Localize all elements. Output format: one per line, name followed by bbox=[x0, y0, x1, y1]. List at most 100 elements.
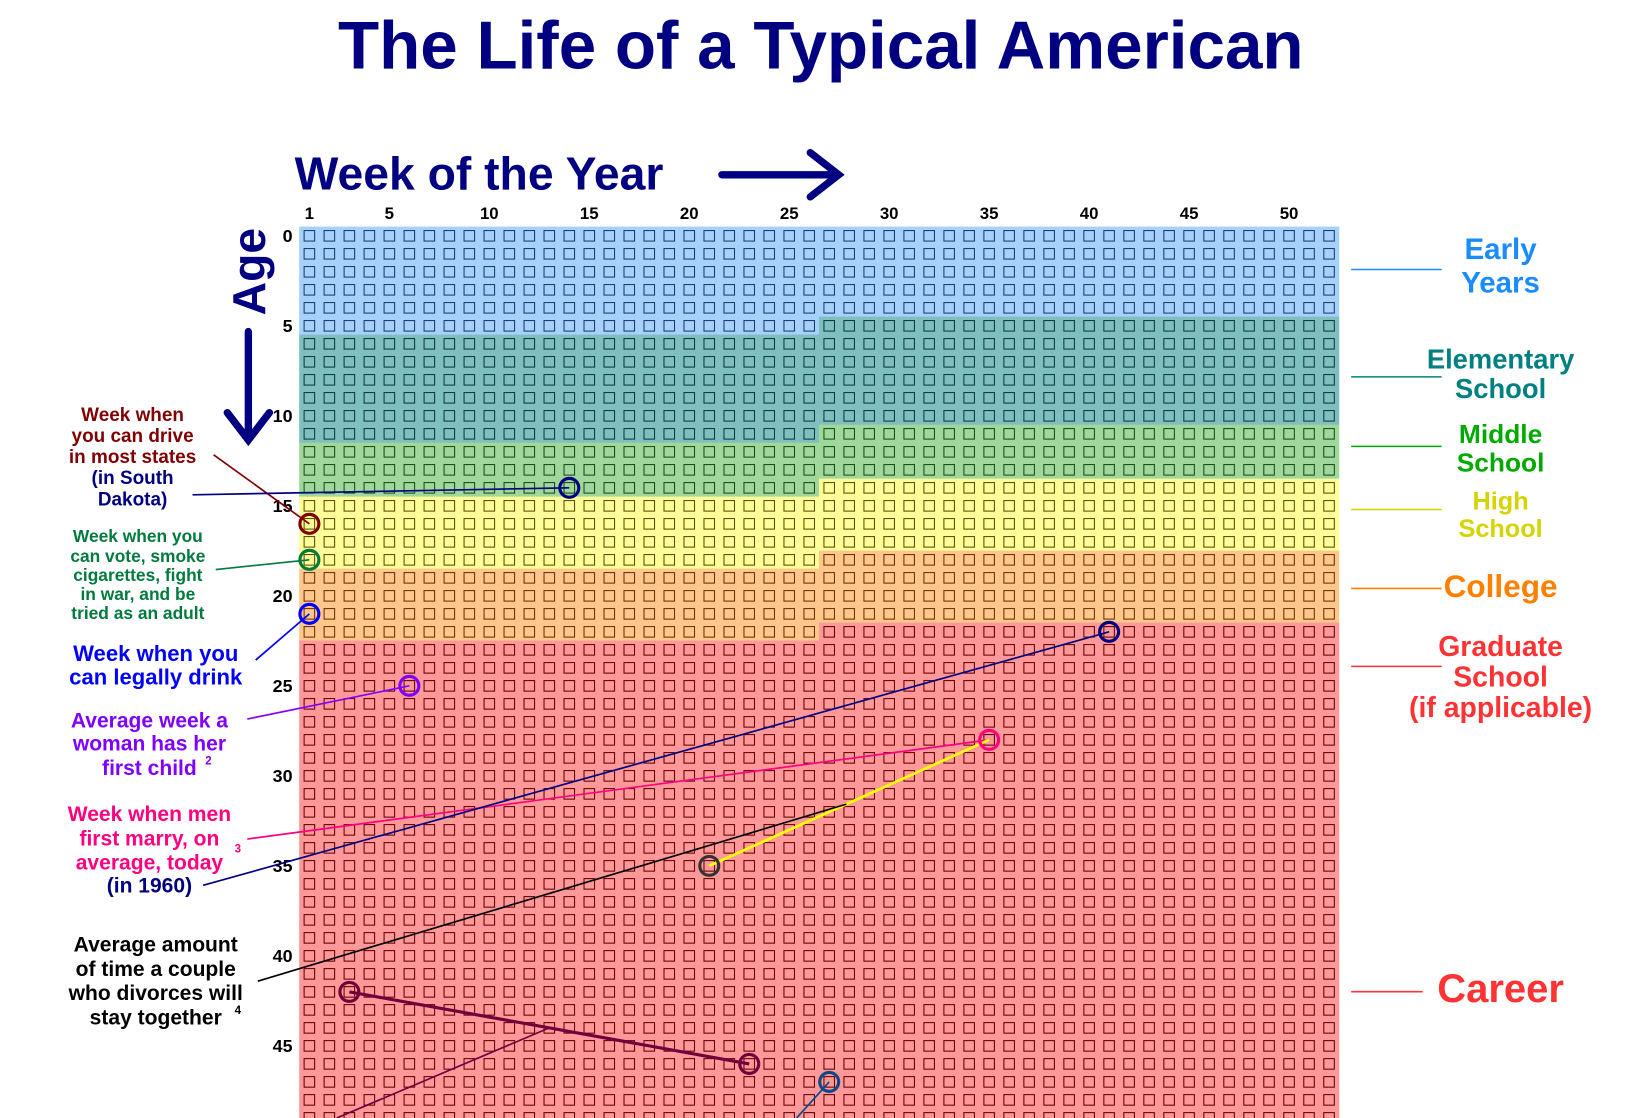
week-square bbox=[523, 302, 536, 314]
stage-fill bbox=[299, 316, 320, 336]
week-cell bbox=[739, 244, 760, 264]
week-square bbox=[903, 590, 915, 602]
stage-fill bbox=[1138, 424, 1160, 444]
stage-fill bbox=[1178, 370, 1200, 390]
stage-fill bbox=[319, 622, 340, 642]
week-square bbox=[323, 230, 336, 242]
week-square bbox=[1243, 716, 1255, 728]
week-square bbox=[703, 428, 716, 440]
week-square bbox=[1283, 482, 1295, 494]
week-cell bbox=[1118, 748, 1140, 768]
week-cell bbox=[998, 262, 1020, 282]
week-cell bbox=[838, 352, 860, 372]
week-square bbox=[1163, 284, 1175, 296]
stage-fill bbox=[299, 658, 320, 678]
week-square bbox=[463, 284, 476, 296]
week-square bbox=[943, 428, 955, 440]
week-cell bbox=[579, 712, 600, 732]
week-square bbox=[383, 752, 396, 764]
week-square bbox=[843, 590, 855, 602]
week-square bbox=[663, 428, 676, 440]
week-cell bbox=[1078, 730, 1100, 750]
week-square bbox=[1223, 428, 1235, 440]
week-square bbox=[443, 716, 456, 728]
week-cell bbox=[819, 262, 840, 282]
week-cell bbox=[998, 568, 1020, 588]
week-cell bbox=[1198, 550, 1220, 570]
week-square bbox=[1203, 320, 1215, 332]
week-cell bbox=[858, 370, 880, 390]
stage-fill bbox=[299, 442, 320, 462]
stage-fill bbox=[1278, 226, 1300, 246]
week-cell bbox=[719, 460, 740, 480]
stage-fill bbox=[1198, 604, 1220, 624]
week-square bbox=[1123, 770, 1135, 782]
stage-fill bbox=[819, 658, 840, 678]
week-square bbox=[1303, 590, 1315, 602]
week-square bbox=[983, 608, 995, 620]
stage-fill bbox=[1258, 658, 1280, 678]
week-square bbox=[663, 374, 676, 386]
week-square bbox=[1103, 374, 1115, 386]
stage-fill bbox=[739, 478, 760, 498]
week-cell bbox=[1078, 568, 1100, 588]
stage-fill bbox=[639, 496, 660, 516]
stage-fill bbox=[759, 748, 780, 768]
week-cell bbox=[319, 460, 340, 480]
week-cell bbox=[779, 442, 800, 462]
stage-fill bbox=[399, 694, 420, 714]
stage-fill bbox=[459, 424, 480, 444]
stage-fill bbox=[659, 226, 680, 246]
stage-fill bbox=[1278, 748, 1300, 768]
week-cell bbox=[479, 712, 500, 732]
week-cell bbox=[419, 658, 440, 678]
week-cell bbox=[958, 460, 980, 480]
stage-fill bbox=[399, 748, 420, 768]
week-cell bbox=[819, 568, 840, 588]
week-square bbox=[923, 356, 935, 368]
week-cell bbox=[1258, 352, 1280, 372]
week-square bbox=[603, 428, 616, 440]
week-cell bbox=[978, 424, 1000, 444]
stage-fill bbox=[479, 640, 500, 660]
week-square bbox=[343, 572, 356, 584]
stage-fill bbox=[1278, 478, 1300, 498]
stage-fill bbox=[819, 784, 840, 804]
week-cell bbox=[998, 550, 1020, 570]
stage-fill bbox=[739, 316, 760, 336]
week-cell bbox=[838, 460, 860, 480]
week-square bbox=[1043, 320, 1055, 332]
stage-fill bbox=[299, 694, 320, 714]
week-cell bbox=[619, 568, 640, 588]
stage-fill bbox=[719, 388, 740, 408]
stage-fill bbox=[579, 550, 600, 570]
stage-fill bbox=[439, 424, 460, 444]
week-square bbox=[343, 644, 356, 656]
week-cell bbox=[978, 244, 1000, 264]
week-square bbox=[1003, 266, 1015, 278]
week-cell bbox=[499, 766, 520, 786]
week-square bbox=[1183, 608, 1195, 620]
week-cell bbox=[379, 442, 400, 462]
week-cell bbox=[419, 406, 440, 426]
week-square bbox=[963, 626, 975, 638]
week-cell bbox=[339, 640, 360, 660]
stage-fill bbox=[779, 550, 800, 570]
week-square bbox=[1243, 752, 1255, 764]
week-square bbox=[1283, 716, 1295, 728]
week-square bbox=[503, 626, 516, 638]
stage-fill bbox=[1078, 748, 1100, 768]
week-square bbox=[543, 680, 556, 692]
week-square bbox=[1103, 338, 1115, 350]
stage-fill bbox=[739, 694, 760, 714]
week-square bbox=[963, 446, 975, 458]
week-cell bbox=[1078, 658, 1100, 678]
week-cell bbox=[1098, 730, 1120, 750]
week-cell bbox=[1018, 622, 1040, 642]
week-cell bbox=[1158, 226, 1180, 246]
stage-fill bbox=[1038, 226, 1060, 246]
week-cell bbox=[359, 658, 380, 678]
week-square bbox=[1223, 230, 1235, 242]
week-square bbox=[623, 590, 636, 602]
week-square bbox=[423, 230, 436, 242]
